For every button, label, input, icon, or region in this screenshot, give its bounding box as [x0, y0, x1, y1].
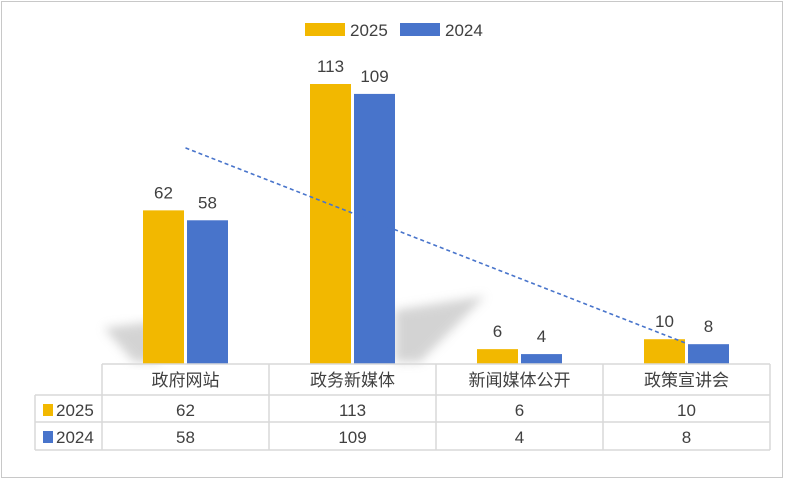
table-cell: 62 — [176, 401, 195, 420]
table-header-category: 政务新媒体 — [310, 371, 395, 390]
bar-2025-4 — [644, 339, 685, 364]
bars — [143, 84, 729, 365]
trendline — [185, 147, 687, 345]
legend-label-2024: 2024 — [445, 21, 483, 40]
data-label: 4 — [537, 327, 546, 346]
bar-2024-3 — [521, 354, 562, 364]
data-label: 109 — [360, 67, 388, 86]
bar-2025-2 — [310, 84, 351, 364]
table-cell: 8 — [682, 428, 691, 447]
table-row-label: 2025 — [56, 401, 94, 420]
legend: 2025 2024 — [305, 21, 483, 40]
data-table: 政府网站 政务新媒体 新闻媒体公开 政策宣讲会 2025 62 113 6 10 2024 58 10… — [34, 363, 771, 451]
bar-2024-4 — [688, 344, 729, 364]
table-cell: 10 — [677, 401, 696, 420]
table-cell: 113 — [339, 401, 366, 420]
table-legend-key-2025 — [43, 404, 53, 416]
table-cell: 109 — [338, 428, 366, 447]
table-header-category: 政策宣讲会 — [644, 371, 729, 390]
bar-2024-1 — [187, 220, 228, 364]
legend-swatch-2025 — [305, 23, 345, 36]
table-cell: 4 — [515, 428, 524, 447]
bar-2024-2 — [354, 93, 395, 365]
legend-label-2025: 2025 — [350, 21, 388, 40]
legend-swatch-2024 — [400, 23, 440, 36]
table-header-category: 政府网站 — [152, 371, 220, 390]
bar-2025-1 — [143, 210, 184, 364]
table-cell: 58 — [176, 428, 195, 447]
data-label: 113 — [317, 57, 344, 76]
data-label: 58 — [198, 193, 217, 212]
table-legend-key-2024 — [43, 431, 53, 443]
bar-2025-3 — [477, 349, 518, 364]
table-header-category: 新闻媒体公开 — [469, 371, 571, 390]
data-label: 62 — [154, 183, 173, 202]
data-label: 6 — [493, 322, 502, 341]
table-cell: 6 — [515, 401, 524, 420]
trendline-2025 — [185, 147, 687, 345]
data-label: 8 — [704, 317, 713, 336]
table-row-label: 2024 — [56, 428, 94, 447]
data-label: 10 — [655, 312, 674, 331]
data-labels: 62 58 113 109 6 4 10 8 — [154, 57, 713, 346]
